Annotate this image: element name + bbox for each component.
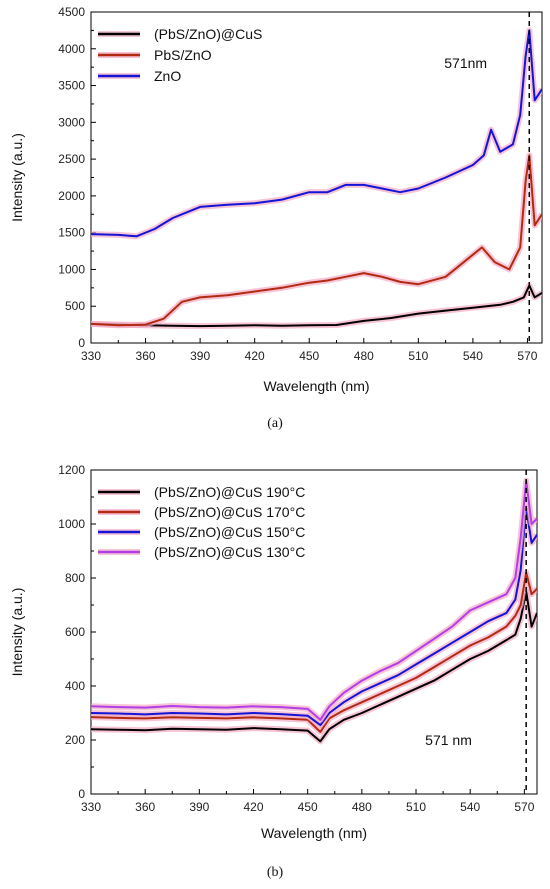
x-tick-label: 540 <box>460 800 480 814</box>
series-line-3 <box>91 479 537 721</box>
series-line-1 <box>91 571 537 733</box>
chart-a: 330 360 390 420 450 480 510 540 570 0 500 1000 1500 2… <box>9 5 543 431</box>
x-axis-title: Wavelength (nm) <box>263 378 369 394</box>
peak-annotation: 571 nm <box>425 732 472 748</box>
x-tick-label: 570 <box>517 349 537 363</box>
x-tick-label: 390 <box>189 800 209 814</box>
x-tick-label: 480 <box>354 349 374 363</box>
x-tick-label: 420 <box>243 800 263 814</box>
peak-annotation: 571nm <box>444 55 487 71</box>
x-tick-label: 360 <box>136 349 156 363</box>
y-tick-label: 400 <box>65 679 85 693</box>
y-tick-label: 1000 <box>58 262 85 276</box>
x-tick-label: 330 <box>81 349 101 363</box>
y-tick-label: 2000 <box>58 189 85 203</box>
y-tick-label: 4000 <box>58 42 85 56</box>
y-tick-label: 4500 <box>58 5 85 19</box>
legend-label: (PbS/ZnO)@CuS 170°C <box>154 504 305 520</box>
y-axis-title: Intensity (a.u.) <box>9 133 25 222</box>
series-line-1 <box>91 154 542 327</box>
chart-b: 330 360 390 420 450 480 510 540 570 0 200 400 600 800… <box>9 463 538 880</box>
x-tick-label: 480 <box>352 800 372 814</box>
y-tick-label: 800 <box>65 571 85 585</box>
series-line-0 <box>91 284 542 328</box>
x-tick-label: 450 <box>299 349 319 363</box>
legend-label: (PbS/ZnO)@CuS 150°C <box>154 524 305 540</box>
y-tick-label: 500 <box>65 299 85 313</box>
series-line-0 <box>91 590 537 743</box>
series-line-2 <box>91 506 537 727</box>
y-tick-label: 1500 <box>58 226 85 240</box>
x-tick-label: 420 <box>245 349 265 363</box>
x-tick-label: 570 <box>514 800 534 814</box>
panel-caption: (a) <box>267 416 283 431</box>
y-tick-label: 1200 <box>58 463 85 477</box>
x-tick-label: 390 <box>190 349 210 363</box>
series-line-2 <box>91 29 542 238</box>
y-tick-label: 3000 <box>58 115 85 129</box>
x-tick-label: 450 <box>298 800 318 814</box>
y-tick-label: 3500 <box>58 79 85 93</box>
x-tick-label: 510 <box>406 800 426 814</box>
x-tick-label: 540 <box>463 349 483 363</box>
x-axis-title: Wavelength (nm) <box>261 825 367 841</box>
legend-label: (PbS/ZnO)@CuS <box>154 26 262 42</box>
y-tick-label: 1000 <box>58 517 85 531</box>
y-tick-label: 0 <box>78 787 85 801</box>
legend-label: ZnO <box>154 68 181 84</box>
y-tick-label: 2500 <box>58 152 85 166</box>
series-halo-2 <box>91 504 537 729</box>
x-tick-label: 360 <box>135 800 155 814</box>
y-axis-title: Intensity (a.u.) <box>9 588 25 677</box>
legend-label: PbS/ZnO <box>154 47 212 63</box>
y-tick-label: 200 <box>65 733 85 747</box>
legend-label: (PbS/ZnO)@CuS 130°C <box>154 544 305 560</box>
y-tick-label: 600 <box>65 625 85 639</box>
y-tick-label: 0 <box>78 336 85 350</box>
legend-label: (PbS/ZnO)@CuS 190°C <box>154 484 305 500</box>
x-tick-label: 510 <box>408 349 428 363</box>
x-tick-label: 330 <box>81 800 101 814</box>
series-halo-1 <box>91 152 542 329</box>
panel-caption: (b) <box>267 865 284 880</box>
